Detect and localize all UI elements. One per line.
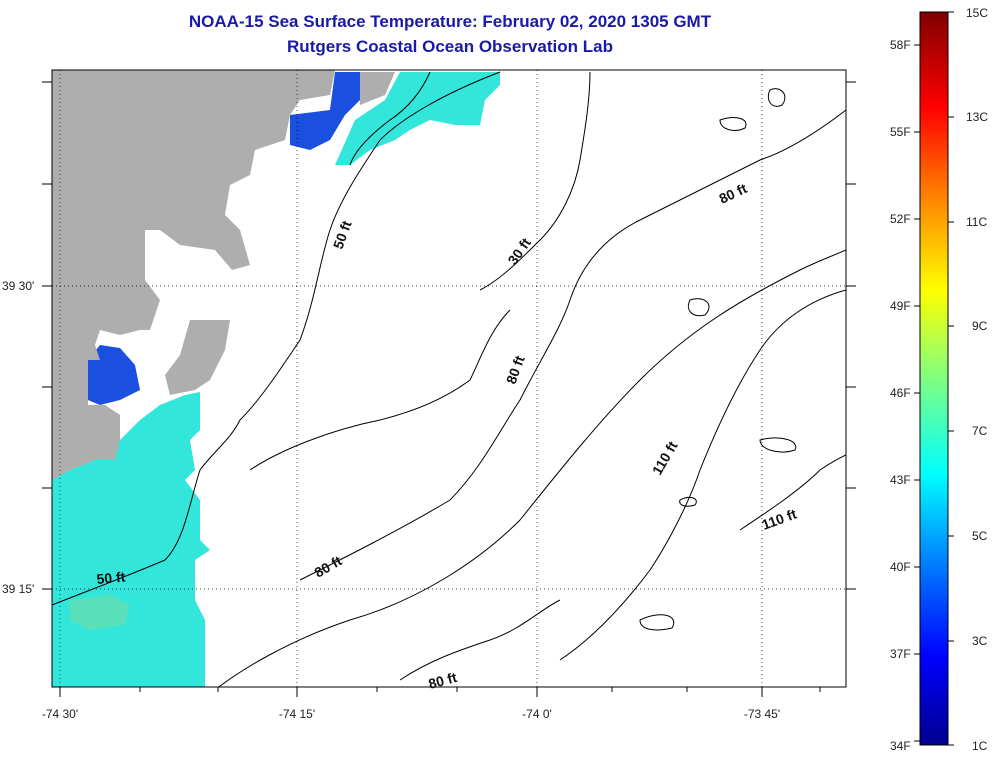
depth-contours bbox=[52, 71, 846, 687]
colorbar-c-label: 15C bbox=[966, 6, 988, 20]
colorbar bbox=[919, 11, 949, 746]
colorbar-f-label: 46F bbox=[890, 386, 911, 400]
colorbar-ticks bbox=[914, 11, 954, 746]
map-title: NOAA-15 Sea Surface Temperature: Februar… bbox=[188, 12, 712, 31]
lon-label-2: -74 15' bbox=[279, 707, 315, 721]
sst-warm-water-north bbox=[335, 72, 500, 165]
colorbar-c-label: 9C bbox=[972, 319, 988, 333]
sst-cold-water-west bbox=[88, 345, 140, 405]
lon-label-4: -73 45' bbox=[744, 707, 780, 721]
colorbar-f-label: 40F bbox=[890, 560, 911, 574]
colorbar-c-label: 11C bbox=[966, 215, 987, 229]
lon-label-1: -74 30' bbox=[42, 707, 78, 721]
contour-label: 50 ft bbox=[96, 569, 126, 587]
colorbar-f-label: 43F bbox=[890, 473, 911, 487]
contour-label: 80 ft bbox=[427, 669, 459, 692]
colorbar-c-label: 5C bbox=[972, 529, 988, 543]
map-frame bbox=[51, 69, 847, 688]
colorbar-f-label: 55F bbox=[890, 125, 911, 139]
colorbar-c-label: 3C bbox=[972, 634, 988, 648]
land-new-jersey bbox=[52, 70, 335, 480]
colorbar-c-label: 13C bbox=[966, 110, 988, 124]
sst-warm-water-patch bbox=[70, 595, 130, 630]
sst-cold-water-north bbox=[290, 72, 365, 150]
graticule bbox=[52, 70, 846, 687]
land-barrier-island bbox=[165, 320, 230, 395]
colorbar-c-label: 7C bbox=[972, 424, 988, 438]
colorbar-f-label: 58F bbox=[890, 38, 911, 52]
map-subtitle: Rutgers Coastal Ocean Observation Lab bbox=[287, 37, 613, 56]
land-point-north bbox=[360, 72, 395, 105]
lat-label-1: 39 30' bbox=[2, 279, 34, 293]
colorbar-f-label: 34F bbox=[890, 739, 911, 753]
colorbar-c-label: 1C bbox=[972, 739, 988, 753]
colorbar-f-label: 37F bbox=[890, 647, 911, 661]
colorbar-f-label: 52F bbox=[890, 212, 911, 226]
lon-label-3: -74 0' bbox=[522, 707, 552, 721]
lat-label-2: 39 15' bbox=[2, 582, 34, 596]
colorbar-f-label: 49F bbox=[890, 299, 911, 313]
axis-ticks bbox=[42, 81, 856, 697]
